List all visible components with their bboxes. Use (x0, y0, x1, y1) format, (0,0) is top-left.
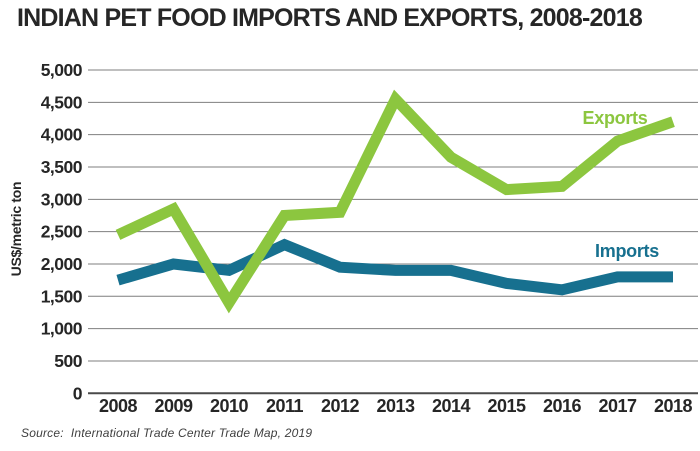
x-tick-label: 2009 (154, 396, 193, 416)
x-tick-label: 2011 (266, 396, 304, 416)
source-note: Source: International Trade Center Trade… (21, 426, 313, 440)
y-tick-label: 0 (73, 383, 83, 403)
y-tick-label: 3,500 (41, 157, 83, 177)
y-tick-label: 5,000 (41, 60, 83, 80)
x-tick-label: 2013 (376, 396, 415, 416)
y-tick-label: 2,000 (41, 254, 83, 274)
chart-title: INDIAN PET FOOD IMPORTS AND EXPORTS, 200… (17, 4, 643, 32)
x-tick-label: 2016 (543, 396, 582, 416)
x-tick-label: 2010 (210, 396, 249, 416)
y-tick-label: 4,500 (41, 92, 83, 112)
y-tick-label: 2,500 (41, 222, 83, 242)
imports-label: Imports (595, 241, 659, 261)
y-tick-label: 1,000 (41, 319, 83, 339)
x-tick-label: 2014 (432, 396, 471, 416)
x-tick-label: 2008 (99, 396, 138, 416)
x-tick-label: 2018 (654, 396, 693, 416)
x-tick-label: 2012 (321, 396, 360, 416)
y-tick-label: 1,500 (41, 286, 83, 306)
y-tick-label: 500 (54, 351, 82, 371)
x-tick-label: 2017 (598, 396, 637, 416)
exports-line (115, 89, 675, 314)
y-tick-label: 3,000 (41, 189, 83, 209)
x-tick-label: 2015 (487, 396, 526, 416)
y-tick-label: 4,000 (41, 125, 83, 145)
exports-label: Exports (583, 108, 648, 128)
